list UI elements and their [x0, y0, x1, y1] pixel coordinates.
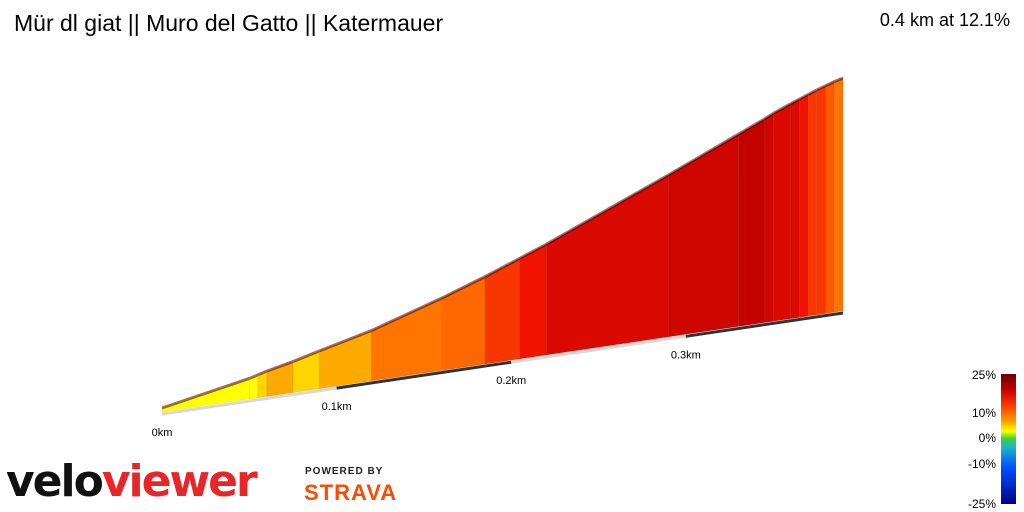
logo-viewer-text: viewer [101, 456, 258, 507]
profile-ridge [833, 76, 844, 84]
distance-tick-label: 0.3km [671, 349, 701, 361]
profile-ridge [545, 173, 670, 246]
profile-ridge [266, 360, 294, 373]
profile-ridge [772, 102, 792, 115]
legend-label-minus25: -25% [967, 497, 996, 511]
profile-ridge [161, 377, 250, 410]
profile-ridge [292, 349, 320, 363]
climb-summary: 0.4 km at 12.1% [879, 10, 1010, 30]
distance-scale-segment [511, 334, 687, 364]
legend-label-minus10: -10% [967, 457, 996, 471]
profile-ridge [257, 369, 268, 377]
distance-scale-segment [685, 311, 844, 338]
profile-ridge [763, 112, 774, 121]
legend-label-0: 0% [978, 431, 996, 445]
profile-segment [825, 80, 835, 315]
profile-ridge [816, 84, 827, 92]
distance-tick-label: 0.2km [496, 375, 526, 387]
distance-tick-label: 0.1km [322, 401, 352, 413]
profile-segment [790, 98, 800, 320]
profile-ridge [824, 80, 835, 88]
profile-ridge [318, 329, 373, 353]
profile-segment [798, 93, 809, 319]
profile-segment [545, 174, 669, 356]
profile-segment [816, 85, 827, 316]
grade-legend-colorbar [1001, 374, 1016, 504]
legend-label-25: 25% [971, 368, 996, 382]
distance-scale-segment [336, 360, 512, 390]
profile-ridge [737, 117, 766, 136]
profile-ridge [248, 373, 259, 380]
distance-ticks: 0km 0.1km 0.2km 0.3km [152, 349, 701, 439]
logo-velo-text: velo [6, 456, 104, 507]
profile-ridge [807, 88, 818, 96]
distance-scale-segment [161, 386, 337, 416]
powered-by-label: POWERED BY [305, 466, 384, 477]
profile-segment [519, 243, 547, 360]
profile-ridge [519, 243, 547, 260]
profile-base [161, 311, 844, 416]
profile-ridge [370, 296, 443, 332]
page-title: Mür dl giat || Muro del Gatto || Katerma… [14, 10, 444, 36]
profile-segment [807, 89, 818, 317]
profile-segments [161, 76, 844, 413]
distance-tick-label: 0km [152, 427, 173, 439]
profile-segment [371, 297, 442, 382]
profile-ridge [440, 275, 486, 300]
profile-ridge [484, 256, 521, 278]
profile-segment [772, 102, 792, 322]
strava-logo: STRAVA [304, 480, 398, 505]
profile-ridge [789, 97, 801, 106]
veloviewer-logo: veloviewer [6, 455, 296, 509]
profile-segment [440, 275, 486, 372]
legend-label-10: 10% [971, 406, 996, 420]
profile-segment [737, 118, 765, 328]
profile-ridge [667, 133, 739, 177]
profile-ridge [798, 93, 809, 101]
profile-segment [833, 77, 844, 313]
profile-segment [763, 112, 774, 324]
profile-segment [667, 133, 739, 338]
